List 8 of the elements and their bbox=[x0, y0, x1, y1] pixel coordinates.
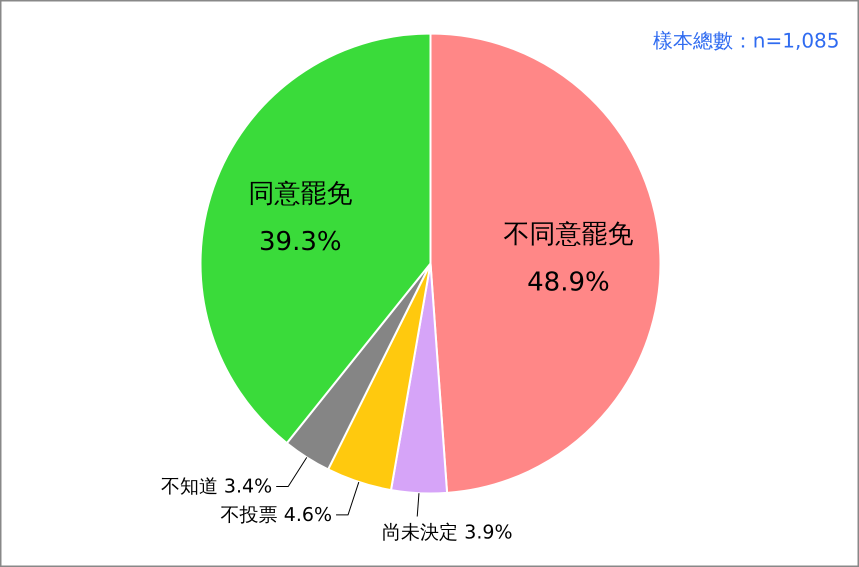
slice-label: 同意罷免 bbox=[248, 178, 352, 209]
data-label: 48.9% bbox=[527, 268, 610, 298]
slice-label: 不投票 4.6% bbox=[220, 504, 332, 526]
text: 樣本總數：n=1,085 bbox=[652, 28, 840, 52]
data-label: 39.3% bbox=[258, 226, 342, 257]
slice-label: 尚未決定 3.9% bbox=[382, 522, 513, 544]
slice-label: 不同意罷免 bbox=[503, 220, 634, 250]
slice-label: 不知道 3.4% bbox=[160, 475, 272, 498]
